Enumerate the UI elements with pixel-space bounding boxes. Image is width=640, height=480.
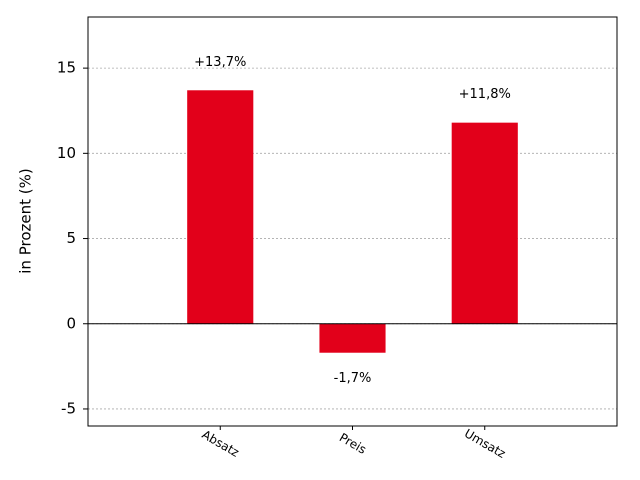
y-axis-label: in Prozent (%): [17, 168, 35, 273]
plot-frame: [87, 16, 618, 427]
bar: [451, 122, 518, 324]
bar: [187, 90, 254, 324]
y-tick-label: 5: [66, 229, 76, 247]
y-tick-label: 10: [57, 144, 76, 162]
y-tick-label: 0: [66, 314, 76, 332]
y-tick-label: 15: [57, 59, 76, 77]
bar: [319, 323, 386, 353]
y-tick-label: -5: [61, 399, 76, 417]
value-label: +13,7%: [194, 55, 246, 70]
value-label: -1,7%: [334, 371, 372, 386]
value-label: +11,8%: [459, 87, 511, 102]
